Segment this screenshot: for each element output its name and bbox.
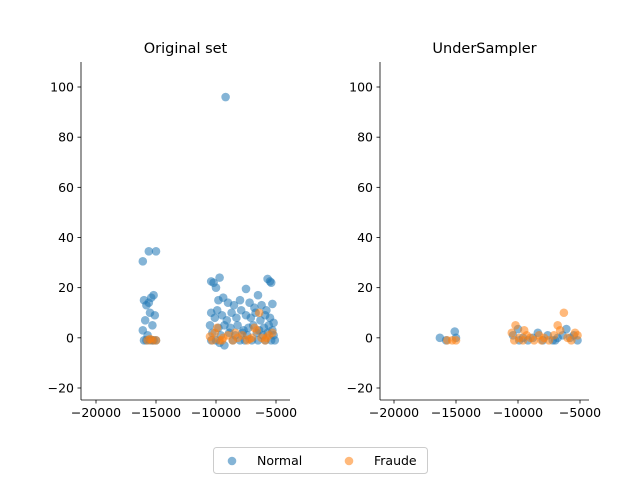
data-point <box>559 308 569 318</box>
subplot-title: UnderSampler <box>432 41 536 57</box>
y-tick-label: −20 <box>48 381 74 396</box>
data-point <box>507 328 517 338</box>
legend-label-fraude: Fraude <box>374 453 417 468</box>
data-point <box>241 284 251 294</box>
data-point <box>519 326 529 335</box>
data-point <box>140 315 150 325</box>
data-point <box>268 299 277 309</box>
data-point <box>205 332 215 341</box>
y-tick-label: 80 <box>58 130 74 145</box>
data-point <box>212 323 222 333</box>
data-point <box>235 295 245 305</box>
data-point <box>268 328 277 338</box>
legend-label-normal: Normal <box>257 453 302 468</box>
data-point <box>537 336 546 345</box>
data-point <box>144 298 154 308</box>
data-point <box>210 313 220 323</box>
data-point <box>253 290 263 300</box>
data-point <box>221 92 230 102</box>
y-tick-label: 40 <box>58 230 74 245</box>
x-tick-label: −20000 <box>71 405 121 420</box>
data-point <box>145 308 155 318</box>
x-tick-label: −10000 <box>191 405 241 420</box>
y-tick-label: 60 <box>357 180 373 195</box>
x-tick-label: −5000 <box>255 405 297 420</box>
data-point <box>509 336 519 345</box>
y-tick-label: 0 <box>66 330 74 345</box>
x-tick-label: −10000 <box>493 405 543 420</box>
data-point <box>138 257 148 266</box>
x-tick-label: −15000 <box>431 405 481 420</box>
data-point <box>233 320 242 330</box>
legend-marker-normal <box>227 456 237 466</box>
data-point <box>144 246 154 256</box>
data-point <box>245 334 254 344</box>
data-point <box>262 333 271 343</box>
y-tick-label: 40 <box>357 230 373 245</box>
data-point <box>573 331 582 340</box>
data-point <box>549 331 559 340</box>
x-tick-label: −5000 <box>559 405 601 420</box>
data-point <box>145 334 155 344</box>
data-point <box>232 313 241 323</box>
y-tick-label: 60 <box>58 180 74 195</box>
data-point <box>229 300 239 310</box>
data-point <box>567 336 576 345</box>
data-point <box>230 328 240 338</box>
series-fraude <box>143 308 277 345</box>
data-point <box>254 308 264 318</box>
data-point <box>252 326 262 335</box>
y-tick-label: 100 <box>50 80 74 95</box>
x-tick-label: −20000 <box>369 405 419 420</box>
y-tick-label: 20 <box>357 280 373 295</box>
data-point <box>451 336 461 345</box>
subplot-title: Original set <box>144 41 228 57</box>
y-tick-label: 80 <box>357 130 373 145</box>
data-point <box>555 326 565 335</box>
series-fraude <box>443 308 582 345</box>
data-point <box>511 320 520 330</box>
data-point <box>215 273 224 282</box>
legend-marker-fraude <box>344 456 354 466</box>
data-point <box>266 278 276 287</box>
data-point <box>148 320 157 330</box>
legend-frame <box>213 447 428 474</box>
y-tick-label: 20 <box>58 280 74 295</box>
data-point <box>217 336 227 345</box>
x-tick-label: −15000 <box>131 405 181 420</box>
y-tick-label: −20 <box>347 381 373 396</box>
data-point <box>205 320 215 330</box>
legend: Normal Fraude <box>213 447 428 474</box>
y-tick-label: 0 <box>365 330 373 345</box>
data-point <box>270 336 280 345</box>
data-point <box>211 283 221 292</box>
y-tick-label: 100 <box>349 80 373 95</box>
data-point <box>151 246 161 256</box>
